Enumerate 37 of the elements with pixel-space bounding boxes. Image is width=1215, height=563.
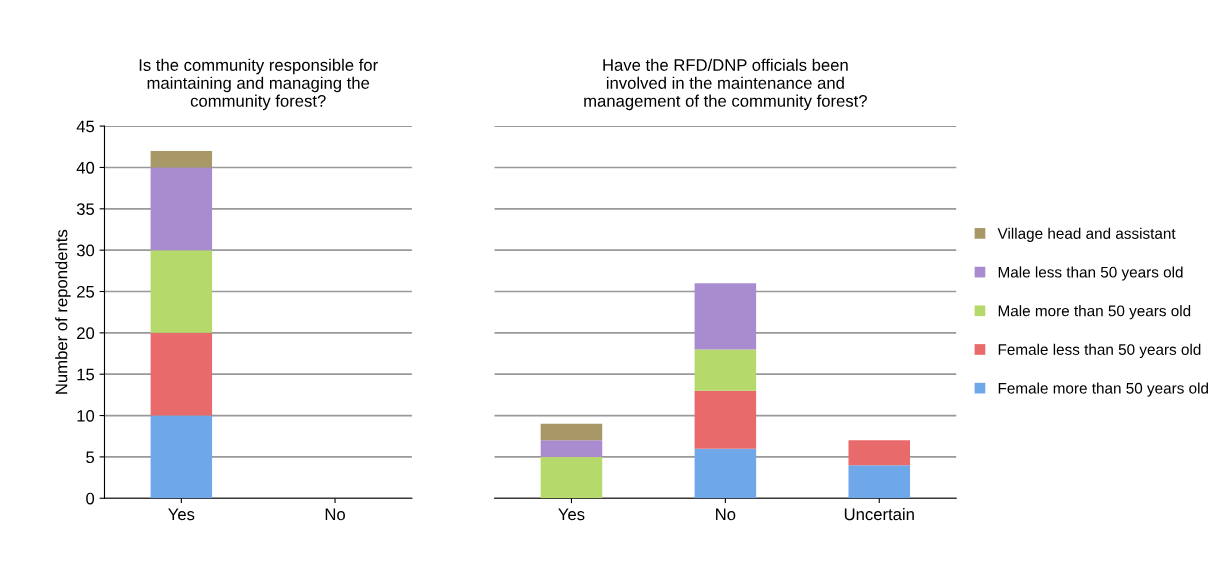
legend-label: Male more than 50 years old	[998, 305, 1191, 320]
bar	[694, 390, 757, 449]
x-tick-label: Yes	[558, 508, 585, 521]
bar	[150, 332, 213, 416]
y-tick-label: 45	[76, 120, 95, 133]
bar	[150, 250, 213, 333]
bar	[150, 167, 213, 251]
legend-label: Male less than 50 years old	[998, 266, 1183, 281]
y-tick-label: 20	[77, 327, 95, 340]
bar	[848, 440, 911, 466]
x-tick-label: Uncertain	[844, 507, 914, 521]
bar	[694, 448, 757, 499]
y-axis-title: Number of repondents	[55, 229, 71, 394]
y-tick-label: 15	[77, 368, 95, 381]
y-tick-label: 25	[77, 285, 95, 298]
y-tick-label: 10	[77, 409, 95, 422]
bar	[540, 456, 603, 499]
chart-title: Is the community responsible for maintaining and managing the community forest?	[139, 58, 378, 111]
legend-label: Female less than 50 years old	[998, 343, 1201, 358]
x-tick-label: No	[325, 508, 345, 521]
bar	[540, 423, 603, 441]
y-tick-label: 5	[86, 451, 95, 464]
y-tick-label: 35	[76, 203, 95, 216]
x-tick-label: No	[716, 508, 736, 521]
legend-label: Female more than 50 years old	[998, 382, 1208, 397]
bar	[694, 283, 757, 350]
x-tick-label: Yes	[168, 508, 195, 521]
chart-title: Have the RFD/DNP officials been involved in the maintenance and management of the community forest?	[584, 58, 867, 111]
bar	[150, 150, 213, 168]
bar	[540, 440, 603, 457]
bar	[694, 349, 757, 391]
legend-label: Village head and assistant	[997, 227, 1176, 242]
bar	[848, 465, 911, 499]
bar	[150, 415, 213, 499]
y-tick-label: 30	[76, 244, 95, 257]
y-tick-label: 0	[86, 492, 95, 505]
y-tick-label: 40	[76, 161, 95, 174]
